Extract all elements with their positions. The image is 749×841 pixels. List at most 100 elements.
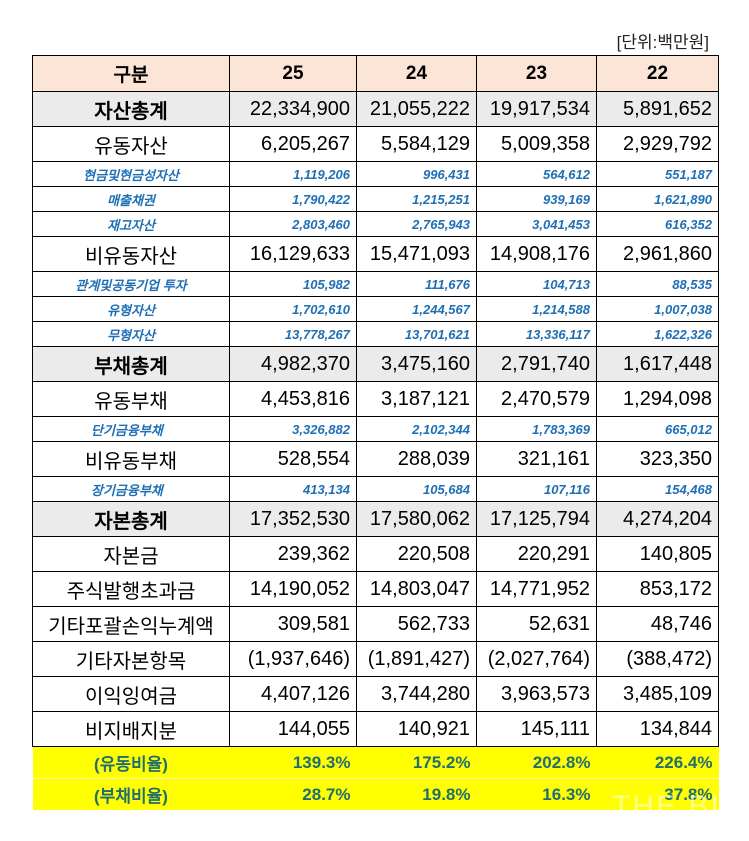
cell-value: 564,612 [476,161,597,187]
row-label: 무형자산 [32,321,230,347]
row-label: 현금및현금성자산 [32,161,230,187]
cell-value: 853,172 [596,571,719,607]
row-label: 단기금융부채 [32,416,230,442]
cell-value: 17,352,530 [229,501,357,537]
cell-value: 4,407,126 [229,676,357,712]
row-label: 유형자산 [32,296,230,322]
cell-value: 1,790,422 [229,186,357,212]
cell-value: 105,684 [356,476,477,502]
cell-value: 2,765,943 [356,211,477,237]
row-label: 유동부채 [32,381,230,417]
cell-value: 3,485,109 [596,676,719,712]
ratio-value: 175.2% [356,746,477,779]
cell-value: (1,937,646) [229,641,357,677]
cell-value: 220,291 [476,536,597,572]
header-year: 23 [476,55,597,92]
cell-value: 3,744,280 [356,676,477,712]
cell-value: 321,161 [476,441,597,477]
table-row-total-equity: 자본총계 17,352,530 17,580,062 17,125,794 4,… [32,501,719,537]
cell-value: 2,929,792 [596,126,719,162]
cell-value: 134,844 [596,711,719,747]
header-label: 구분 [32,55,230,92]
cell-value: 1,702,610 [229,296,357,322]
ratio-value: 37.8% [596,778,719,810]
cell-value: 6,205,267 [229,126,357,162]
table-row: 유동부채 4,453,816 3,187,121 2,470,579 1,294… [32,381,719,417]
cell-value: 140,805 [596,536,719,572]
cell-value: 562,733 [356,606,477,642]
ratio-value: 19.8% [356,778,477,810]
cell-value: 2,470,579 [476,381,597,417]
table-row: 비유동자산 16,129,633 15,471,093 14,908,176 2… [32,236,719,272]
cell-value: 1,119,206 [229,161,357,187]
cell-value: 14,190,052 [229,571,357,607]
table-row-total-assets: 자산총계 22,334,900 21,055,222 19,917,534 5,… [32,91,719,127]
table-subrow: 재고자산 2,803,460 2,765,943 3,041,453 616,3… [32,211,719,237]
row-label: 비유동자산 [32,236,230,272]
row-label: 비지배지분 [32,711,230,747]
cell-value: 551,187 [596,161,719,187]
cell-value: 996,431 [356,161,477,187]
cell-value: 52,631 [476,606,597,642]
cell-value: 1,294,098 [596,381,719,417]
cell-value: (1,891,427) [356,641,477,677]
row-label: 자산총계 [32,91,230,127]
table-subrow: 현금및현금성자산 1,119,206 996,431 564,612 551,1… [32,161,719,187]
ratio-row-debt: (부채비율) 28.7% 19.8% 16.3% 37.8% [32,778,719,810]
cell-value: 88,535 [596,271,719,297]
cell-value: 5,009,358 [476,126,597,162]
cell-value: 14,771,952 [476,571,597,607]
table-row: 비지배지분 144,055 140,921 145,111 134,844 [32,711,719,747]
cell-value: 616,352 [596,211,719,237]
cell-value: 3,326,882 [229,416,357,442]
table-subrow: 장기금융부채 413,134 105,684 107,116 154,468 [32,476,719,502]
header-year: 24 [356,55,477,92]
table-row: 비유동부채 528,554 288,039 321,161 323,350 [32,441,719,477]
cell-value: 1,007,038 [596,296,719,322]
cell-value: 4,274,204 [596,501,719,537]
table-subrow: 무형자산 13,778,267 13,701,621 13,336,117 1,… [32,321,719,347]
cell-value: 4,982,370 [229,346,357,382]
cell-value: 48,746 [596,606,719,642]
cell-value: 140,921 [356,711,477,747]
cell-value: 2,803,460 [229,211,357,237]
row-label: 비유동부채 [32,441,230,477]
cell-value: 21,055,222 [356,91,477,127]
cell-value: 220,508 [356,536,477,572]
cell-value: 13,701,621 [356,321,477,347]
row-label: 유동자산 [32,126,230,162]
header-year: 25 [229,55,357,92]
cell-value: 1,214,588 [476,296,597,322]
cell-value: 19,917,534 [476,91,597,127]
cell-value: 2,961,860 [596,236,719,272]
cell-value: 665,012 [596,416,719,442]
row-label: 매출채권 [32,186,230,212]
cell-value: 13,778,267 [229,321,357,347]
cell-value: 1,783,369 [476,416,597,442]
row-label: 장기금융부채 [32,476,230,502]
table-row: 이익잉여금 4,407,126 3,744,280 3,963,573 3,48… [32,676,719,712]
row-label: 자본금 [32,536,230,572]
ratio-label: (유동비율) [32,746,230,779]
table-row: 기타포괄손익누계액 309,581 562,733 52,631 48,746 [32,606,719,642]
cell-value: 309,581 [229,606,357,642]
table-row: 유동자산 6,205,267 5,584,129 5,009,358 2,929… [32,126,719,162]
cell-value: 323,350 [596,441,719,477]
cell-value: 528,554 [229,441,357,477]
cell-value: 105,982 [229,271,357,297]
row-label: 이익잉여금 [32,676,230,712]
cell-value: 4,453,816 [229,381,357,417]
table-row-total-liabilities: 부채총계 4,982,370 3,475,160 2,791,740 1,617… [32,346,719,382]
cell-value: 2,791,740 [476,346,597,382]
cell-value: 1,244,567 [356,296,477,322]
cell-value: 3,963,573 [476,676,597,712]
cell-value: 13,336,117 [476,321,597,347]
cell-value: 111,676 [356,271,477,297]
cell-value: 3,475,160 [356,346,477,382]
table-subrow: 유형자산 1,702,610 1,244,567 1,214,588 1,007… [32,296,719,322]
ratio-label: (부채비율) [32,778,230,810]
table-row: 주식발행초과금 14,190,052 14,803,047 14,771,952… [32,571,719,607]
cell-value: 3,041,453 [476,211,597,237]
cell-value: 14,908,176 [476,236,597,272]
cell-value: 16,129,633 [229,236,357,272]
